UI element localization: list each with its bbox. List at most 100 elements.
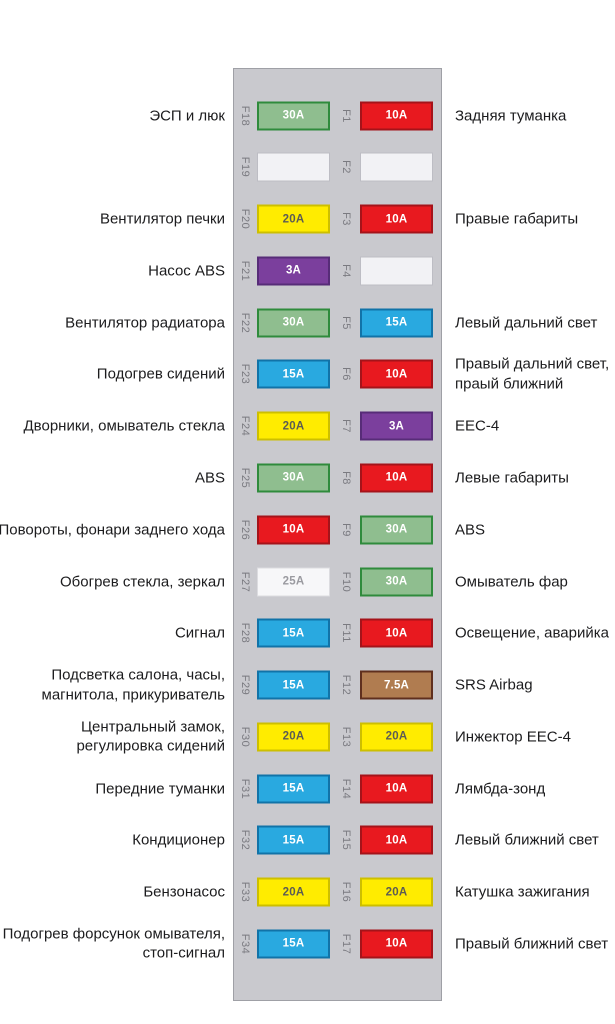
fuse-amp-label-left: 10A: [282, 523, 305, 536]
fuse-id-left: F32: [239, 830, 251, 851]
fuse-amp-label-left: 20A: [282, 886, 305, 899]
fuse-id-left: F21: [239, 260, 251, 282]
fuse-row: Центральный замок, регулировка сидений F…: [0, 711, 615, 763]
fuse-amp-label-right: 10A: [385, 782, 408, 795]
fuse-row: ЭСП и люк F18 30A F1 10A Задняя туманка: [0, 90, 615, 142]
circuit-label-right: Инжектор EEC-4: [455, 728, 571, 746]
fuse-left: 30A: [257, 308, 330, 338]
circuit-label-right: Правый ближний свет: [455, 935, 609, 953]
circuit-label-left: ABS: [194, 469, 225, 487]
fuse-amp-label-right: 10A: [385, 368, 408, 381]
circuit-label-left: Бензонасос: [143, 883, 225, 901]
fuse-amp-label-right: 30A: [385, 575, 408, 588]
fuse-id-left: F20: [239, 208, 251, 230]
fuse-right: 30A: [360, 515, 433, 545]
fuse-amp-label-left: 15A: [282, 368, 305, 381]
circuit-label-right: Левые габариты: [455, 469, 569, 487]
fuse-id-left: F28: [239, 623, 251, 644]
fuse-id-left: F31: [239, 778, 251, 799]
fuse-id-left: F27: [239, 571, 251, 592]
fuse-amp-label-right: 10A: [385, 109, 408, 122]
circuit-label-left: Дворники, омыватель стекла: [23, 417, 225, 435]
fuse-amp-label-left: 3A: [285, 264, 302, 277]
fuse-right: 3A: [360, 411, 433, 441]
fuse-row: Повороты, фонари заднего хода F26 10A F9…: [0, 504, 615, 556]
fuse-amp-label-right: 10A: [385, 471, 408, 484]
fuse-id-right: F7: [340, 419, 352, 434]
fuse-id-left: F26: [239, 519, 251, 540]
fuse-left: 10A: [257, 515, 330, 545]
fuse-id-left: F30: [239, 726, 251, 748]
fuse-row: Кондиционер F32 15A F15 10A Левый ближни…: [0, 814, 615, 866]
fuse-id-right: F16: [340, 881, 352, 903]
circuit-label-right: Левый дальний свет: [455, 313, 598, 331]
fuse-left: 15A: [257, 929, 330, 959]
fuse-right: 15A: [360, 308, 433, 338]
fuse-amp-label-left: 20A: [282, 730, 305, 743]
circuit-label-right: ABS: [455, 520, 486, 538]
fuse-id-right: F6: [340, 367, 352, 382]
circuit-label-left: Подогрев сидений: [96, 365, 225, 383]
circuit-label-right: Омыватель фар: [455, 572, 568, 590]
fuse-id-left: F33: [239, 881, 251, 903]
fuse-amp-label-left: 30A: [282, 109, 305, 122]
circuit-label-left: Подсветка салона, часы, магнитола, прику…: [41, 666, 226, 704]
fuse-row: Подсветка салона, часы, магнитола, прику…: [0, 659, 615, 711]
fuse-amp-label-left: 20A: [282, 420, 305, 433]
fuse-left: 20A: [257, 411, 330, 441]
fuse-right: 10A: [360, 618, 433, 648]
fuse-amp-label-right: 30A: [385, 523, 408, 536]
fuse-amp-label-left: 30A: [282, 471, 305, 484]
circuit-label-left: Центральный замок, регулировка сидений: [76, 718, 225, 755]
fuse-row: Передние туманки F31 15A F14 10A Лямбда-…: [0, 763, 615, 815]
fuse-right: 10A: [360, 204, 433, 234]
fuse-row: Бензонасос F33 20A F16 20A Катушка зажиг…: [0, 866, 615, 918]
fuse-left: 30A: [257, 463, 330, 493]
fuse-id-right: F15: [340, 830, 352, 851]
fuse-amp-label-right: 10A: [385, 937, 408, 950]
fuse-amp-label-right: 15A: [385, 316, 408, 329]
fuse-id-left: F29: [239, 674, 251, 696]
fuse-id-left: F22: [239, 312, 251, 333]
fuse-left: 3A: [257, 256, 330, 286]
fuse-left: 15A: [257, 618, 330, 648]
fuse-row: Дворники, омыватель стекла F24 20A F7 3A…: [0, 400, 615, 452]
fuse-amp-label-left: 15A: [282, 782, 305, 795]
circuit-label-right: Катушка зажигания: [455, 883, 590, 901]
circuit-label-right: EEC-4: [455, 417, 500, 435]
fuse-amp-label-right: 10A: [385, 627, 408, 640]
circuit-label-left: Обогрев стекла, зеркал: [60, 572, 225, 590]
fuse-amp-label-right: 20A: [385, 886, 408, 899]
fuse-right: 20A: [360, 877, 433, 907]
fuse-right: 10A: [360, 359, 433, 389]
circuit-label-left: Сигнал: [174, 624, 225, 642]
fuse-id-right: F14: [340, 778, 352, 799]
fuse-amp-label-left: 15A: [282, 679, 305, 692]
fuse-left: 20A: [257, 877, 330, 907]
circuit-label-right: Освещение, аварийка: [455, 624, 609, 642]
circuit-label-right: Правый дальний свет, праый ближний: [455, 355, 610, 393]
fuse-id-right: F4: [340, 263, 352, 278]
fuse-right: 7.5A: [360, 670, 433, 700]
fuse-right: 30A: [360, 567, 433, 597]
fuse-right: [360, 152, 433, 182]
circuit-label-left: Насос ABS: [148, 262, 225, 280]
fuse-left: [257, 152, 330, 182]
fuse-left: 15A: [257, 825, 330, 855]
circuit-label-left: Передние туманки: [95, 779, 225, 797]
fuse-right: 20A: [360, 722, 433, 752]
fuse-amp-label-left: 20A: [282, 213, 305, 226]
fuse-row: Подогрев форсунок омывателя, стоп-сигнал…: [0, 918, 615, 970]
circuit-label-right: Лямбда-зонд: [455, 779, 546, 797]
fuse-left: 15A: [257, 359, 330, 389]
fuse-amp-label-right: 10A: [385, 834, 408, 847]
fuse-row: ABS F25 30A F8 10A Левые габариты: [0, 452, 615, 504]
fuse-left: 15A: [257, 774, 330, 804]
fuse-right: 10A: [360, 825, 433, 855]
fuse-left: 20A: [257, 204, 330, 234]
fuse-right: 10A: [360, 101, 433, 130]
fuse-id-left: F19: [239, 157, 251, 178]
fuse-amp-label-right: 3A: [388, 420, 405, 433]
fuse-left: 20A: [257, 722, 330, 752]
